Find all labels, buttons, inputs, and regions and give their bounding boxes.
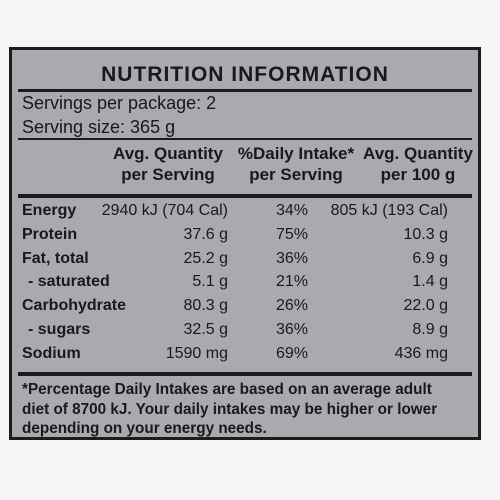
per-serving-value: 80.3 g: [183, 297, 228, 315]
nutrient-label: - saturated: [28, 273, 110, 291]
table-row: Protein 37.6 g 75% 10.3 g: [12, 223, 478, 246]
nutrient-label: Energy: [22, 202, 77, 219]
column-header-line: per 100 g: [380, 165, 456, 184]
column-header-line: Avg. Quantity: [363, 144, 473, 163]
per-serving-value: 32.5 g: [183, 321, 228, 338]
per-serving-value: 37.6 g: [183, 225, 228, 243]
servings-divider: [18, 138, 472, 140]
header-divider: [18, 194, 472, 198]
footnote-line: diet of 8700 kJ. Your daily intakes may …: [22, 400, 438, 418]
servings-per-package: Servings per package: 2: [22, 93, 217, 113]
per-serving-value: 1590 mg: [165, 344, 228, 362]
footnote-divider: [18, 372, 472, 376]
per-100g-value: 8.9 g: [412, 321, 448, 338]
column-header-line: per Serving: [249, 165, 343, 184]
footnote-line: *Percentage Daily Intakes are based on a…: [22, 381, 432, 398]
serving-size: Serving size: 365 g: [22, 117, 176, 137]
per-100g-value: 10.3 g: [403, 225, 448, 243]
daily-intake-value: 34%: [275, 202, 309, 219]
daily-intake-value: 75%: [275, 225, 309, 243]
daily-intake-value: 36%: [275, 321, 309, 338]
per-100g-value: 1.4 g: [412, 273, 448, 291]
table-row: Energy 2940 kJ (704 Cal) 34% 805 kJ (193 Ca…: [12, 199, 478, 222]
table-row: Fat, total 25.2 g 36% 6.9 g: [12, 247, 478, 270]
column-header-line: %Daily Intake*: [237, 144, 355, 163]
per-serving-value: 5.1 g: [192, 273, 228, 291]
daily-intake-value: 69%: [275, 344, 309, 362]
title-divider: [18, 89, 472, 92]
footnote-line: depending on your energy needs.: [22, 420, 267, 437]
daily-intake-value: 26%: [275, 297, 309, 315]
nutrient-label: Fat, total: [22, 249, 89, 267]
nutrition-panel: NUTRITION INFORMATION Servings per packa…: [9, 47, 481, 440]
per-serving-value: 25.2 g: [183, 249, 228, 267]
footnote: *Percentage Daily Intakes are based on a…: [22, 380, 470, 439]
per-serving-value: 2940 kJ (704 Cal): [101, 202, 228, 219]
table-row: Sodium 1590 mg 69% 436 mg: [12, 342, 478, 365]
per-100g-value: 6.9 g: [412, 249, 448, 267]
nutrient-label: Sodium: [22, 344, 81, 362]
table-row: - saturated 5.1 g 21% 1.4 g: [12, 270, 478, 293]
nutrient-label: - sugars: [28, 321, 91, 338]
per-100g-value: 22.0 g: [403, 297, 448, 315]
daily-intake-value: 21%: [275, 273, 309, 291]
nutrient-label: Carbohydrate: [22, 297, 127, 315]
table-row: Carbohydrate 80.3 g 26% 22.0 g: [12, 294, 478, 317]
daily-intake-value: 36%: [275, 249, 309, 267]
panel-title: NUTRITION INFORMATION: [101, 63, 389, 86]
per-100g-value: 805 kJ (193 Cal): [330, 202, 448, 219]
nutrient-label: Protein: [22, 225, 78, 243]
column-header-avg-per-100g: Avg. Quantity per 100 g: [362, 143, 474, 185]
column-header-daily-intake: %Daily Intake* per Serving: [234, 143, 358, 185]
column-header-line: Avg. Quantity: [113, 144, 223, 163]
per-100g-value: 436 mg: [394, 344, 448, 362]
table-row: - sugars 32.5 g 36% 8.9 g: [12, 318, 478, 341]
column-header-avg-per-serving: Avg. Quantity per Serving: [112, 143, 224, 185]
column-header-line: per Serving: [121, 165, 215, 184]
